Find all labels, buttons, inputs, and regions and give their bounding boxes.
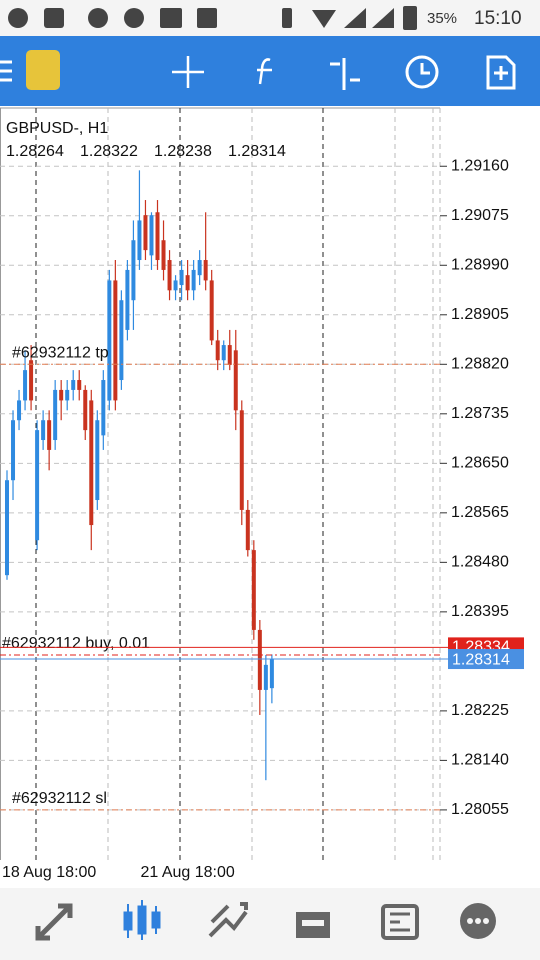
x-tick-label: 21 Aug 18:00 <box>140 864 234 881</box>
candle-body <box>251 550 256 630</box>
y-tick-label: 1.28140 <box>451 752 509 769</box>
candle-body <box>167 260 172 291</box>
candle-body <box>65 389 70 401</box>
candle-body <box>191 269 196 291</box>
bid-box <box>448 649 524 670</box>
status-bar <box>0 0 540 36</box>
x-tick-label: 18 Aug 18:00 <box>2 864 96 881</box>
y-tick-label: 1.28395 <box>451 603 509 620</box>
ohlc-value: 1.28264 <box>6 143 64 160</box>
candle-body <box>89 400 94 526</box>
ohlc-value: 1.28322 <box>80 143 138 160</box>
candle-body <box>221 345 226 361</box>
candle-body <box>203 260 208 281</box>
order-label: #62932112 buy, 0.01 <box>2 635 150 652</box>
candle-body <box>257 629 262 690</box>
y-tick-label: 1.29160 <box>451 157 509 174</box>
ohlc-value: 1.28238 <box>154 143 212 160</box>
toolbar-icons <box>0 55 516 90</box>
order-label: #62932112 tp <box>12 345 109 362</box>
app-logo[interactable] <box>26 50 60 90</box>
candle-body <box>263 664 268 690</box>
battery-level: 35% <box>427 10 457 27</box>
candle-body <box>23 370 28 401</box>
ohlc-header: 1.28264 1.28322 1.28238 1.28314 <box>6 143 286 160</box>
y-tick-label: 1.28820 <box>451 356 509 373</box>
candle-body <box>101 380 106 436</box>
candle-body <box>209 280 214 341</box>
y-tick-label: 1.28225 <box>451 702 509 719</box>
candle-body <box>35 430 40 541</box>
y-tick-label: 1.28565 <box>451 504 509 521</box>
y-tick-label: 1.29075 <box>451 207 509 224</box>
candle-body <box>41 420 46 441</box>
candle-body <box>59 389 64 401</box>
candle-body <box>119 300 124 381</box>
nav-icons <box>35 900 496 941</box>
candle-body <box>233 350 238 411</box>
candle-body <box>77 380 82 390</box>
bottom-nav <box>0 888 540 960</box>
status-icons <box>8 6 417 30</box>
candle-body <box>245 509 250 551</box>
order-label: #62932112 sl <box>12 790 107 807</box>
candle-body <box>173 280 178 291</box>
candle-body <box>107 280 112 401</box>
ohlc-value: 1.28314 <box>228 143 286 160</box>
candle-body <box>11 420 16 481</box>
candle-body <box>71 380 76 390</box>
candle-body <box>5 480 9 576</box>
candle-body <box>125 269 130 330</box>
y-tick-label: 1.28735 <box>451 405 509 422</box>
candle-body <box>113 280 118 401</box>
candle-body <box>17 400 22 421</box>
chart-title: GBPUSD-, H1 <box>6 120 108 137</box>
candle-body <box>29 360 34 401</box>
candle-body <box>95 420 100 501</box>
candle-body <box>47 420 52 450</box>
candle-body <box>269 659 274 689</box>
candle-body <box>83 389 88 431</box>
y-tick-label: 1.28905 <box>451 306 509 323</box>
chart[interactable] <box>0 107 441 860</box>
y-tick-label: 1.28650 <box>451 455 509 472</box>
candle-body <box>215 340 220 361</box>
candle-body <box>149 215 154 256</box>
y-tick-label: 1.28055 <box>451 801 509 818</box>
candle-body <box>143 215 148 251</box>
candle-body <box>239 410 244 510</box>
candle-body <box>185 275 190 291</box>
clock: 15:10 <box>474 8 522 29</box>
candle-body <box>161 240 166 270</box>
candle-body <box>137 220 142 261</box>
candle-body <box>155 212 160 261</box>
candle-body <box>227 345 232 365</box>
y-tick-label: 1.28990 <box>451 256 509 273</box>
candle-body <box>179 269 184 286</box>
candle-body <box>53 389 58 441</box>
candle-body <box>197 260 202 276</box>
candle-body <box>131 240 136 301</box>
y-tick-label: 1.28480 <box>451 554 509 571</box>
bid-label: 1.28314 <box>452 651 510 668</box>
